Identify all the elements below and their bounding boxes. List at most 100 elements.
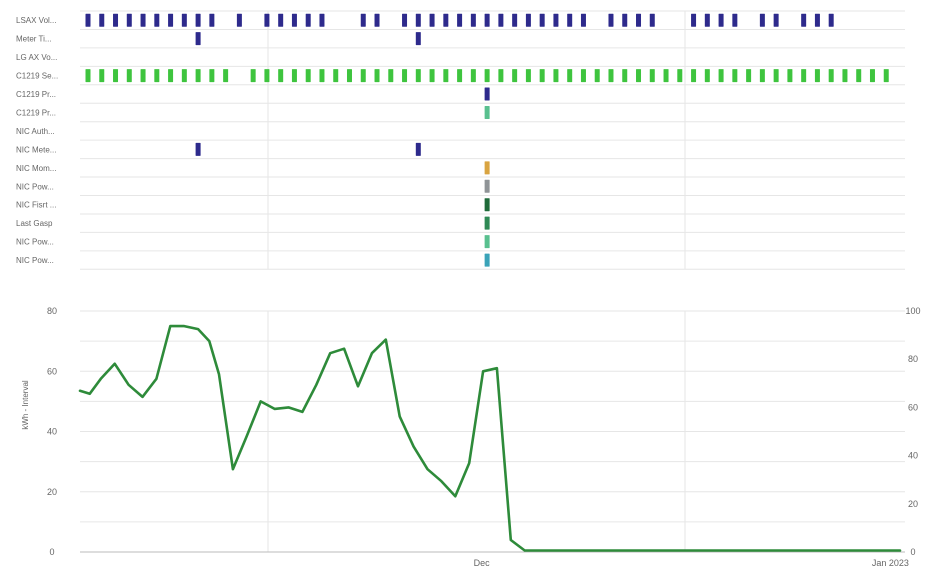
y2-tick-label: 80 [908, 354, 918, 364]
timeline-event-tick [525, 69, 531, 83]
y-tick-label: 80 [47, 306, 57, 316]
timeline-event-tick [512, 69, 518, 83]
timeline-event-tick [704, 13, 710, 27]
y-tick-label: 60 [47, 366, 57, 376]
timeline-event-tick [704, 69, 710, 83]
timeline-event-tick [484, 13, 490, 27]
y-axis-label: kWh - Interval [21, 380, 30, 430]
timeline-event-tick [291, 13, 297, 27]
timeline-event-tick [718, 13, 724, 27]
timeline-event-tick [278, 13, 284, 27]
timeline-event-tick [828, 13, 834, 27]
timeline-event-tick [677, 69, 683, 83]
timeline-event-tick [305, 13, 311, 27]
timeline-event-tick [181, 69, 187, 83]
timeline-event-tick [429, 69, 435, 83]
timeline-event-tick [195, 69, 201, 83]
timeline-event-tick [470, 69, 476, 83]
timeline-panel: LSAX Vol... Meter Ti... LG AX Vo... C1219 S… [16, 10, 905, 270]
timeline-event-tick [484, 253, 490, 267]
timeline-row-label: LG AX Vo... [16, 53, 57, 62]
timeline-event-tick [333, 69, 339, 83]
timeline-event-tick [883, 69, 889, 83]
timeline-event-tick [443, 13, 449, 27]
timeline-event-tick [567, 69, 573, 83]
timeline-event-tick [168, 69, 174, 83]
timeline-event-tick [484, 105, 490, 119]
timeline-event-tick [746, 69, 752, 83]
timeline-event-tick [305, 69, 311, 83]
timeline-event-tick [319, 13, 325, 27]
timeline-event-tick [374, 13, 380, 27]
timeline-event-tick [856, 69, 862, 83]
y2-tick-label: 40 [908, 451, 918, 461]
timeline-event-tick [732, 69, 738, 83]
timeline-event-tick [842, 69, 848, 83]
timeline-row-label: NIC Fisrt ... [16, 201, 56, 210]
timeline-event-tick [99, 13, 105, 27]
timeline-event-tick [553, 69, 559, 83]
timeline-event-tick [484, 235, 490, 249]
timeline-row-label: NIC Mom... [16, 164, 56, 173]
y2-tick-label: 100 [905, 306, 920, 316]
timeline-event-tick [140, 69, 146, 83]
timeline-row-label: NIC Pow... [16, 182, 54, 191]
timeline-row-label: NIC Pow... [16, 238, 54, 247]
timeline-event-tick [636, 13, 642, 27]
timeline-row-label: NIC Auth... [16, 127, 55, 136]
timeline-event-tick [113, 69, 119, 83]
timeline-row-label: Last Gasp [16, 219, 53, 228]
timeline-event-tick [470, 13, 476, 27]
x-tick-label: Dec [474, 558, 491, 568]
timeline-event-tick [801, 13, 807, 27]
timeline-event-tick [553, 13, 559, 27]
timeline-event-tick [264, 69, 270, 83]
timeline-event-tick [484, 69, 490, 83]
timeline-event-tick [525, 13, 531, 27]
timeline-event-tick [636, 69, 642, 83]
timeline-event-tick [512, 13, 518, 27]
timeline-event-tick [567, 13, 573, 27]
timeline-event-tick [732, 13, 738, 27]
timeline-event-tick [415, 32, 421, 46]
timeline-event-tick [126, 13, 132, 27]
timeline-event-tick [498, 13, 504, 27]
timeline-event-tick [154, 69, 160, 83]
line-chart-panel: 0 20 40 60 80 0 20 40 60 80 100 kWh - Interval Dec Ja… [21, 306, 921, 568]
timeline-event-tick [484, 216, 490, 230]
y-tick-label: 20 [47, 487, 57, 497]
timeline-event-tick [402, 69, 408, 83]
timeline-event-tick [264, 13, 270, 27]
timeline-event-tick [718, 69, 724, 83]
timeline-event-tick [346, 69, 352, 83]
timeline-event-tick [759, 69, 765, 83]
timeline-event-tick [484, 87, 490, 101]
timeline-event-tick [801, 69, 807, 83]
timeline-event-tick [773, 69, 779, 83]
timeline-event-tick [484, 198, 490, 212]
y-tick-label: 40 [47, 427, 57, 437]
timeline-event-tick [126, 69, 132, 83]
timeline-event-tick [278, 69, 284, 83]
y2-tick-label: 60 [908, 402, 918, 412]
timeline-event-tick [402, 13, 408, 27]
timeline-row-label: Meter Ti... [16, 35, 52, 44]
timeline-event-tick [622, 69, 628, 83]
timeline-event-tick [828, 69, 834, 83]
y-tick-label: 0 [49, 547, 54, 557]
timeline-event-tick [154, 13, 160, 27]
timeline-event-tick [195, 142, 201, 156]
timeline-event-tick [388, 69, 394, 83]
timeline-event-tick [85, 13, 91, 27]
x-tick-label: Jan 2023 [872, 558, 909, 568]
timeline-event-tick [663, 69, 669, 83]
timeline-event-tick [814, 69, 820, 83]
timeline-event-tick [374, 69, 380, 83]
timeline-event-tick [250, 69, 256, 83]
timeline-event-tick [209, 69, 215, 83]
timeline-event-tick [443, 69, 449, 83]
timeline-event-tick [484, 179, 490, 193]
timeline-event-tick [360, 69, 366, 83]
timeline-event-tick [649, 13, 655, 27]
